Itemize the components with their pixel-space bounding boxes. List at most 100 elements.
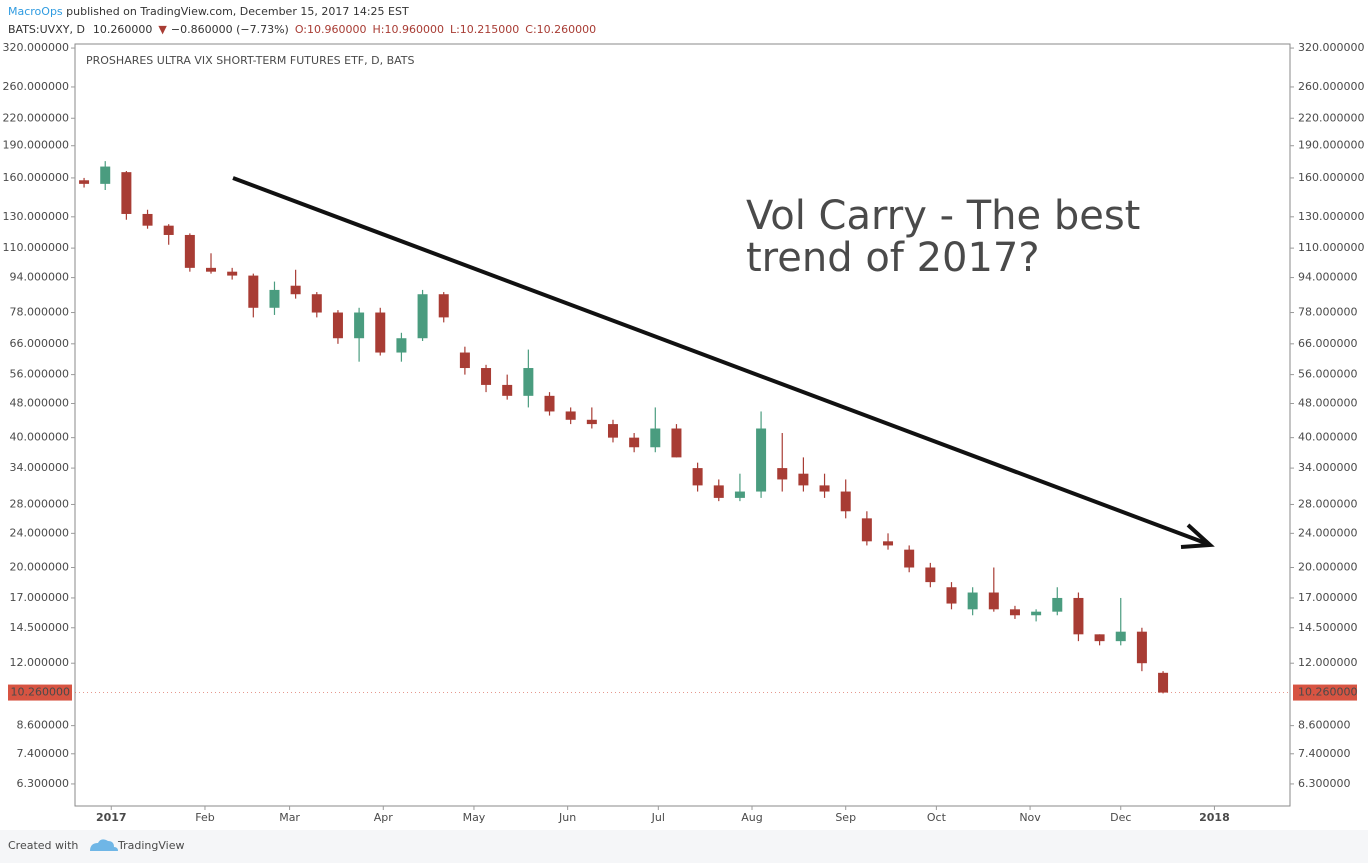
y-tick-label: 24.000000 — [1298, 526, 1358, 539]
candle-body — [417, 294, 428, 339]
y-tick-label: 48.000000 — [1298, 396, 1358, 409]
candle-body — [967, 592, 978, 610]
y-tick-label: 94.000000 — [1298, 271, 1358, 284]
candle-body — [311, 294, 322, 313]
y-tick-label: 190.000000 — [3, 139, 69, 152]
candle-body — [332, 312, 343, 339]
candle-body — [523, 368, 534, 396]
y-tick-label: 130.000000 — [1298, 210, 1364, 223]
y-tick-label: 17.000000 — [10, 591, 70, 604]
y-tick-label: 8.600000 — [17, 719, 70, 732]
candle-body — [713, 485, 724, 498]
candle-body — [163, 225, 174, 235]
published: published on TradingView.com, December 1… — [63, 5, 409, 18]
y-tick-label: 20.000000 — [1298, 561, 1358, 574]
header-line: MacroOps published on TradingView.com, D… — [8, 5, 409, 18]
x-tick-label: Sep — [835, 811, 856, 824]
annotation: Vol Carry - The best — [746, 193, 1140, 239]
y-tick-label: 78.000000 — [1298, 306, 1358, 319]
y-tick-label: 160.000000 — [3, 171, 69, 184]
author: MacroOps — [8, 5, 63, 18]
y-tick-label: 12.000000 — [10, 656, 70, 669]
candle-body — [883, 541, 894, 546]
candle-body — [840, 491, 851, 512]
candle-body — [1009, 609, 1020, 616]
footer-brand[interactable]: TradingView — [117, 839, 184, 852]
candle-body — [269, 289, 280, 308]
y-tick-label: 12.000000 — [1298, 656, 1358, 669]
price-tag — [1293, 684, 1357, 701]
candle-body — [459, 352, 470, 369]
candle-body — [1073, 597, 1084, 635]
high: H:10.960000 — [373, 23, 444, 36]
candle-body — [946, 587, 957, 604]
candle-body — [502, 384, 513, 396]
y-tick-label: 220.000000 — [1298, 111, 1364, 124]
y-tick-label: 20.000000 — [10, 561, 70, 574]
candle-body — [819, 485, 830, 492]
y-tick-label: 40.000000 — [1298, 431, 1358, 444]
y-tick-label: 48.000000 — [10, 396, 70, 409]
candle-body — [650, 428, 661, 448]
annotation: trend of 2017? — [746, 235, 1040, 281]
candle-body — [1094, 634, 1105, 642]
y-tick-label: 17.000000 — [1298, 591, 1358, 604]
candle-body — [988, 592, 999, 610]
candle-body — [100, 166, 111, 184]
y-tick-label: 28.000000 — [1298, 497, 1358, 510]
down-marker: ▼ — [158, 23, 167, 36]
y-tick-label: 40.000000 — [10, 431, 70, 444]
candle-body — [206, 267, 217, 272]
plot-frame — [74, 43, 1291, 807]
candle-body — [121, 172, 132, 214]
candle-body — [79, 180, 90, 184]
x-tick-label: Mar — [279, 811, 300, 824]
y-tick-label: 28.000000 — [10, 497, 70, 510]
open: O:10.960000 — [295, 23, 367, 36]
x-tick-label: Nov — [1019, 811, 1041, 824]
candle-body — [290, 285, 301, 295]
candle-body — [142, 213, 153, 226]
candle-body — [544, 395, 555, 412]
candle-body — [248, 275, 259, 308]
candle-body — [925, 567, 936, 583]
candle-body — [1031, 611, 1042, 616]
candle-body — [1052, 597, 1063, 612]
candle-body — [692, 468, 703, 486]
y-tick-label: 6.300000 — [1298, 777, 1351, 790]
y-tick-label: 66.000000 — [1298, 337, 1358, 350]
y-tick-label: 14.500000 — [10, 621, 70, 634]
x-tick-label: Apr — [374, 811, 394, 824]
y-tick-label: 7.400000 — [1298, 747, 1351, 760]
close: C:10.260000 — [525, 23, 596, 36]
y-tick-label: 14.500000 — [1298, 621, 1358, 634]
footer-created: Created with — [8, 839, 78, 852]
candle-body — [798, 473, 809, 486]
y-tick-label: 8.600000 — [1298, 719, 1351, 732]
x-tick-label: Jun — [558, 811, 576, 824]
candle-body — [671, 428, 682, 458]
candle-body — [629, 437, 640, 448]
symbol-line: BATS:UVXY, D 10.260000 ▼ −0.860000 (−7.73%)… — [8, 23, 596, 36]
arrow-head — [1180, 523, 1215, 549]
y-tick-label: 78.000000 — [10, 306, 70, 319]
y-tick-label: 56.000000 — [10, 368, 70, 381]
x-tick-label: Jul — [651, 811, 665, 824]
y-tick-label: 34.000000 — [1298, 461, 1358, 474]
price-tag-label: 10.260000 — [11, 686, 71, 699]
y-tick-label: 110.000000 — [3, 241, 69, 254]
y-tick-label: 260.000000 — [1298, 80, 1364, 93]
y-tick-label: 160.000000 — [1298, 171, 1364, 184]
y-tick-label: 7.400000 — [17, 747, 70, 760]
candle-body — [375, 312, 386, 353]
candle-body — [184, 234, 195, 268]
y-tick-label: 34.000000 — [10, 461, 70, 474]
x-tick-label: Feb — [195, 811, 214, 824]
candle-body — [354, 312, 365, 339]
price-tag — [8, 684, 72, 701]
candle-body — [861, 518, 872, 542]
footer-band — [0, 830, 1368, 863]
candle-body — [1136, 631, 1147, 664]
y-tick-label: 24.000000 — [10, 526, 70, 539]
